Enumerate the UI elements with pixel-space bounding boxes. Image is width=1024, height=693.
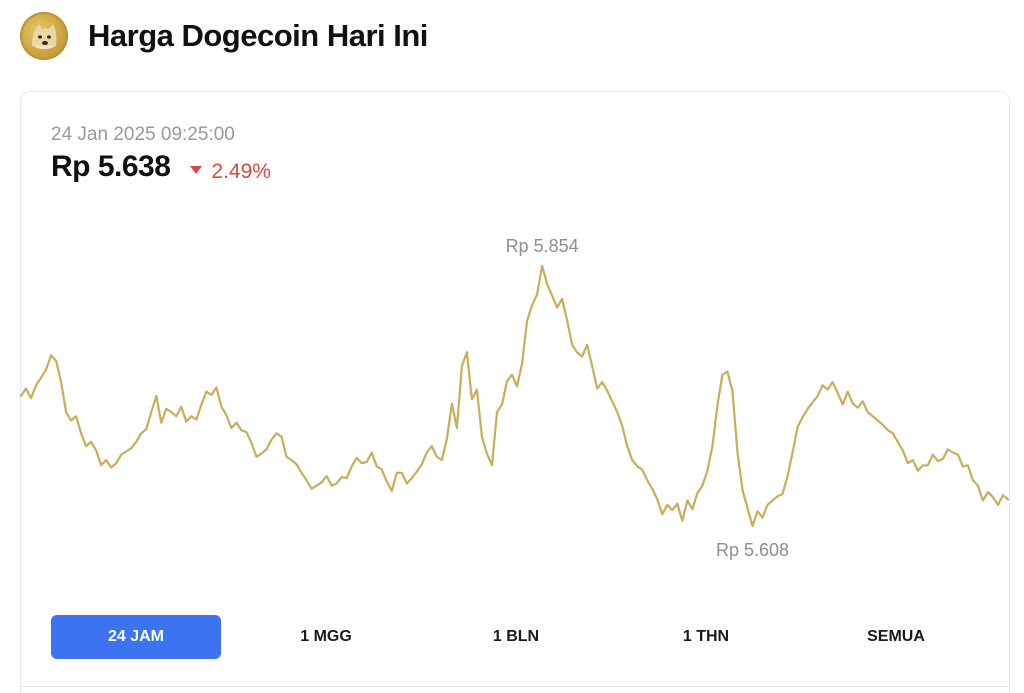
dogecoin-logo-icon (20, 12, 68, 60)
range-tab-all[interactable]: SEMUA (867, 628, 925, 645)
page-header: Harga Dogecoin Hari Ini (20, 12, 428, 60)
range-tab-24h[interactable]: 24 JAM (51, 615, 221, 659)
range-tabs: 24 JAM 1 MGG 1 BLN 1 THN SEMUA (51, 615, 971, 659)
price-change: 2.49% (190, 160, 271, 184)
down-arrow-icon (190, 166, 203, 174)
range-tab-1y[interactable]: 1 THN (682, 628, 730, 645)
price-change-percent: 2.49% (211, 160, 271, 183)
price-row: Rp 5.638 2.49% (51, 150, 271, 184)
current-price: Rp 5.638 (51, 150, 171, 183)
low-price-label: Rp 5.608 (716, 540, 789, 560)
divider (20, 686, 1008, 687)
page-title: Harga Dogecoin Hari Ini (88, 18, 428, 53)
range-tab-1m[interactable]: 1 BLN (492, 628, 540, 645)
high-price-label: Rp 5.854 (506, 236, 579, 256)
price-card: 24 Jan 2025 09:25:00 Rp 5.638 2.49% 24 J… (20, 91, 1010, 693)
price-line (19, 264, 1010, 528)
range-tab-1w[interactable]: 1 MGG (300, 628, 352, 645)
price-timestamp: 24 Jan 2025 09:25:00 (51, 124, 235, 145)
